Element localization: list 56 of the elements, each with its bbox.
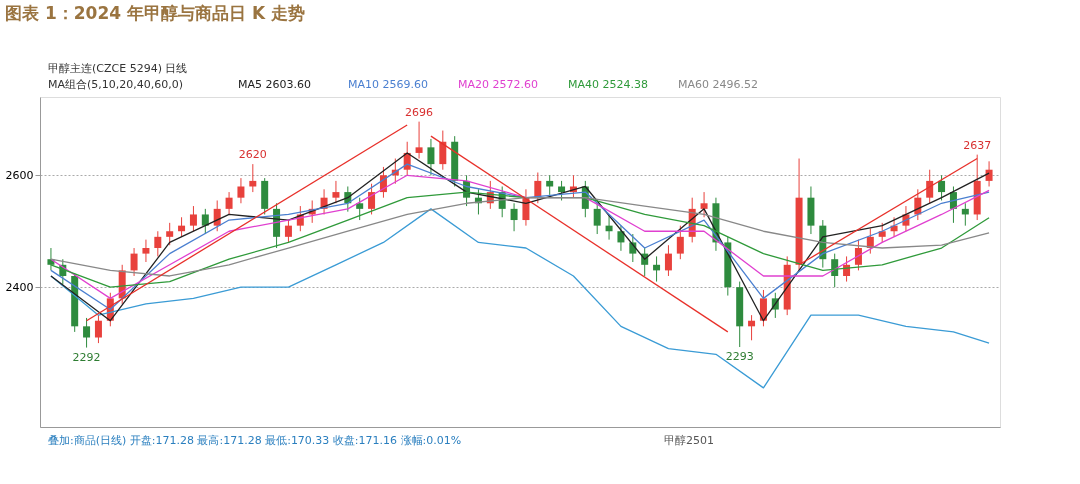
candlestick [130, 247, 138, 277]
candlestick [700, 191, 708, 218]
text: MA5 2603.60 [238, 78, 311, 91]
candlestick [427, 138, 435, 176]
candlestick [878, 222, 886, 243]
candlestick [356, 197, 364, 221]
text: MA10 2569.60 [348, 78, 428, 91]
candlestick [759, 289, 767, 327]
annotation: 2620 [238, 148, 267, 162]
text: MA40 2524.38 [568, 78, 648, 91]
candlestick [213, 199, 221, 232]
annotation: 2292 [72, 350, 101, 364]
candlestick [154, 230, 162, 257]
candlestick [439, 130, 447, 171]
candlestick [189, 205, 197, 232]
candlestick [201, 208, 209, 235]
candlestick [748, 314, 756, 341]
annotation: 2293 [725, 350, 754, 364]
candlestick [284, 219, 292, 243]
text: MA组合(5,10,20,40,60,0) [48, 78, 184, 91]
candlestick [676, 225, 684, 260]
annotation: 2637 [963, 138, 992, 152]
candlestick [237, 177, 245, 204]
candlestick [225, 191, 233, 215]
candlestick [664, 244, 672, 277]
annotation: 2696 [405, 105, 434, 119]
chart-title: 图表 1：2024 年甲醇与商品日 K 走势 [5, 3, 306, 23]
candlestick [415, 121, 423, 160]
candlestick [546, 174, 554, 196]
candlestick [368, 183, 376, 215]
candlestick [617, 225, 625, 252]
candlestick [653, 255, 661, 283]
y-tick-label: 2600 [5, 168, 34, 182]
candlestick [605, 213, 613, 241]
text: 叠加:商品(日线) 开盘:171.28 最高:171.28 最低:170.33 收盘:171.16 涨幅:0.01% [48, 434, 462, 447]
candlestick [332, 180, 340, 204]
text: 甲醇主连(CZCE 5294) 日线 [48, 62, 188, 75]
candlestick [926, 169, 934, 204]
candlestick [178, 216, 186, 238]
candlestick [510, 202, 518, 232]
text: 甲醇2501 [664, 434, 714, 447]
candlestick [985, 160, 993, 187]
text: MA60 2496.52 [678, 78, 758, 91]
candlestick [166, 222, 174, 246]
candlestick [558, 180, 566, 201]
candlestick [593, 202, 601, 235]
candlestick [142, 239, 150, 263]
candlestick [854, 239, 862, 271]
candlestick [534, 172, 542, 204]
candlestick [249, 163, 257, 193]
candlestick [83, 317, 91, 349]
candlestick [961, 202, 969, 227]
y-tick-label: 2400 [5, 280, 34, 294]
text: MA20 2572.60 [458, 78, 538, 91]
candlestick [94, 314, 102, 344]
candlestick [938, 174, 946, 201]
